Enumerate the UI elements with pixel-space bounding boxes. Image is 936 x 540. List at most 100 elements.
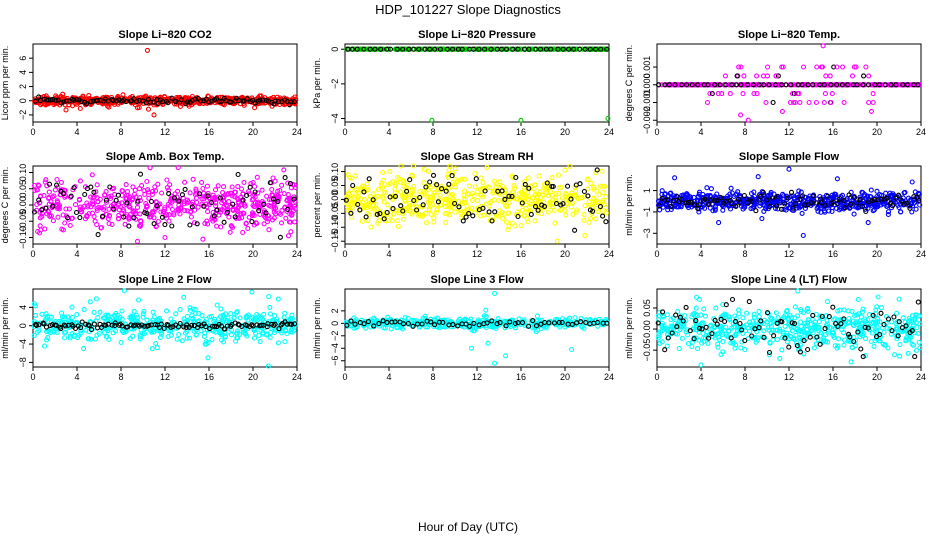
data-point-hourly: [565, 183, 571, 189]
data-point: [469, 197, 476, 203]
panel-title: Slope Amb. Box Temp.: [106, 151, 225, 163]
data-point: [229, 184, 235, 190]
data-point: [131, 209, 137, 215]
data-point: [449, 191, 455, 197]
data-point: [563, 212, 569, 218]
data-point: [49, 194, 56, 200]
data-point: [241, 179, 247, 186]
data-point-hourly: [230, 201, 236, 207]
data-point: [255, 199, 261, 205]
data-point: [205, 190, 211, 196]
data-point: [863, 64, 869, 70]
data-point: [94, 182, 100, 188]
data-point: [827, 73, 833, 79]
data-point: [279, 207, 285, 213]
data-point: [350, 200, 356, 206]
data-point: [510, 174, 516, 180]
data-point: [446, 212, 452, 218]
data-point-hourly: [750, 82, 757, 88]
data-point-outlier: [145, 106, 152, 112]
data-point: [355, 190, 361, 196]
data-point-hourly: [224, 209, 231, 215]
data-point: [759, 82, 765, 88]
data-point: [106, 221, 112, 227]
data-point: [400, 216, 407, 222]
data-point: [600, 190, 606, 196]
data-point-hourly: [766, 82, 772, 88]
data-point: [900, 315, 906, 321]
data-point: [407, 208, 413, 214]
data-point-hourly: [723, 82, 729, 88]
data-point: [740, 91, 746, 97]
data-point-hourly: [270, 196, 276, 202]
data-point: [685, 340, 691, 347]
data-point: [162, 205, 168, 211]
y-tick-label: 0.05: [642, 299, 652, 317]
data-point: [570, 211, 576, 217]
data-point: [416, 213, 422, 219]
data-point: [115, 215, 122, 222]
data-point-hourly: [88, 99, 94, 105]
data-point-hourly: [560, 46, 566, 52]
data-point: [574, 46, 580, 52]
y-tick-label: 0.00: [330, 191, 340, 209]
x-tick-label: 16: [516, 127, 526, 137]
data-point: [478, 192, 485, 198]
data-point: [777, 355, 783, 361]
data-point: [430, 193, 436, 199]
data-point-hourly: [577, 181, 583, 187]
x-tick-label: 8: [118, 249, 123, 259]
data-point-outlier: [81, 346, 87, 352]
x-tick-label: 12: [784, 249, 794, 259]
data-point-outlier: [779, 108, 785, 114]
data-point: [182, 208, 188, 214]
x-tick-label: 16: [516, 372, 526, 382]
data-point: [875, 294, 881, 300]
data-point-hourly: [135, 198, 141, 204]
data-point: [547, 199, 553, 205]
data-point-hourly: [162, 222, 168, 228]
data-point-outlier: [800, 232, 806, 239]
data-point-hourly: [900, 82, 906, 88]
data-point-hourly: [503, 46, 510, 52]
data-point-outlier: [275, 296, 281, 302]
data-point: [472, 170, 478, 176]
data-point: [532, 182, 538, 188]
data-point-hourly: [860, 82, 866, 88]
data-point: [62, 220, 68, 226]
data-point: [438, 186, 444, 192]
data-point-hourly: [154, 203, 160, 209]
data-point: [153, 188, 159, 194]
data-point: [481, 212, 487, 218]
data-point: [271, 202, 277, 208]
data-point: [496, 208, 503, 214]
data-point: [168, 316, 174, 322]
data-point: [421, 166, 427, 172]
data-point-outlier: [755, 174, 761, 180]
x-tick-label: 8: [742, 127, 747, 137]
data-point-hourly: [179, 192, 185, 198]
data-point: [727, 91, 733, 97]
data-point-hourly: [449, 173, 455, 179]
data-point: [221, 204, 227, 210]
data-point: [159, 190, 165, 196]
x-tick-label: 20: [560, 249, 570, 259]
data-point: [266, 227, 272, 233]
data-point: [149, 191, 155, 197]
data-point: [178, 198, 184, 204]
data-point: [255, 190, 261, 196]
data-point: [256, 205, 262, 211]
data-point: [144, 178, 150, 185]
data-point-hourly: [387, 46, 394, 52]
data-point: [764, 64, 771, 70]
data-point-outlier: [786, 166, 792, 172]
data-point-hourly: [50, 203, 56, 209]
data-point: [360, 199, 366, 206]
x-tick-label: 24: [292, 372, 302, 382]
data-point: [39, 311, 45, 317]
data-point-outlier: [63, 107, 69, 113]
data-point: [431, 190, 437, 196]
y-tick-label: −0.001: [642, 89, 652, 117]
data-point: [111, 201, 117, 207]
